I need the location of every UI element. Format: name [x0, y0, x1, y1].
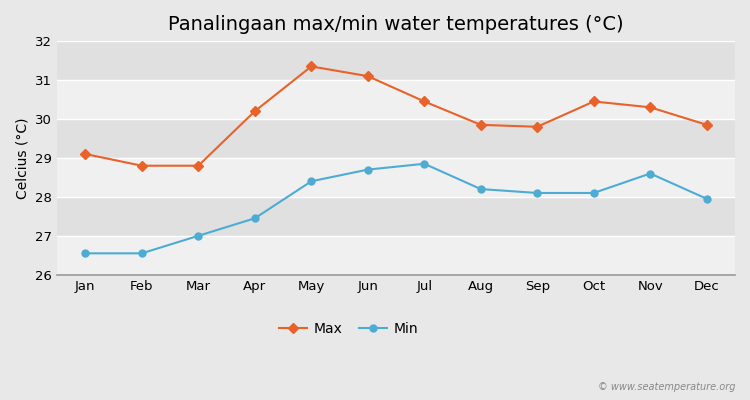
Title: Panalingaan max/min water temperatures (°C): Panalingaan max/min water temperatures (… — [168, 15, 624, 34]
Max — [81, 152, 90, 156]
Max — [702, 122, 711, 127]
Y-axis label: Celcius (°C): Celcius (°C) — [15, 117, 29, 199]
Min — [251, 216, 260, 221]
Max — [363, 74, 372, 78]
Max — [532, 124, 542, 129]
Min — [532, 190, 542, 195]
Max — [646, 105, 655, 110]
Max — [476, 122, 485, 127]
Bar — [57, 197, 735, 236]
Min — [137, 251, 146, 256]
Bar — [57, 236, 735, 275]
Line: Max: Max — [82, 63, 710, 169]
Bar — [57, 80, 735, 119]
Legend: Max, Min: Max, Min — [273, 317, 424, 342]
Min — [307, 179, 316, 184]
Bar — [57, 119, 735, 158]
Text: © www.seatemperature.org: © www.seatemperature.org — [598, 382, 735, 392]
Max — [420, 99, 429, 104]
Min — [702, 196, 711, 201]
Min — [363, 167, 372, 172]
Min — [476, 187, 485, 192]
Max — [194, 163, 202, 168]
Min — [646, 171, 655, 176]
Min — [590, 190, 598, 195]
Min — [81, 251, 90, 256]
Max — [590, 99, 598, 104]
Bar — [57, 41, 735, 80]
Bar — [57, 158, 735, 197]
Max — [251, 109, 260, 114]
Min — [194, 234, 202, 238]
Max — [137, 163, 146, 168]
Max — [307, 64, 316, 69]
Min — [420, 161, 429, 166]
Line: Min: Min — [82, 160, 710, 257]
